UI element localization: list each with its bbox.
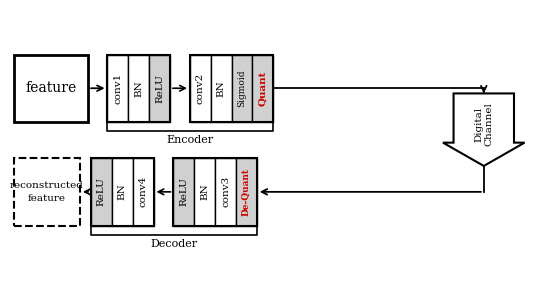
Bar bbox=[112, 158, 133, 226]
Text: conv1: conv1 bbox=[114, 73, 122, 104]
Text: ReLU: ReLU bbox=[97, 177, 106, 206]
Text: conv4: conv4 bbox=[139, 176, 147, 207]
Text: Digital
Channel: Digital Channel bbox=[474, 103, 494, 147]
Bar bbox=[14, 54, 88, 122]
Text: Encoder: Encoder bbox=[167, 135, 214, 145]
Bar bbox=[107, 54, 170, 122]
Bar bbox=[14, 158, 80, 226]
Bar bbox=[190, 54, 211, 122]
Bar bbox=[194, 158, 215, 226]
Bar bbox=[149, 54, 170, 122]
Text: BN: BN bbox=[217, 80, 226, 97]
Polygon shape bbox=[443, 93, 525, 166]
Bar bbox=[236, 158, 257, 226]
Bar bbox=[91, 158, 154, 226]
Text: conv2: conv2 bbox=[196, 73, 205, 104]
Bar bbox=[173, 158, 194, 226]
Bar bbox=[128, 54, 149, 122]
Text: ReLU: ReLU bbox=[155, 74, 164, 103]
Bar bbox=[232, 54, 252, 122]
Text: reconstructed
feature: reconstructed feature bbox=[10, 181, 84, 203]
Text: De-Quant: De-Quant bbox=[242, 168, 251, 216]
Text: Sigmoid: Sigmoid bbox=[237, 69, 247, 107]
Bar bbox=[133, 158, 154, 226]
Text: BN: BN bbox=[118, 184, 127, 200]
Bar bbox=[215, 158, 236, 226]
Text: feature: feature bbox=[26, 81, 77, 95]
Bar bbox=[173, 158, 257, 226]
Text: conv3: conv3 bbox=[221, 176, 230, 207]
Text: BN: BN bbox=[200, 184, 209, 200]
Text: Decoder: Decoder bbox=[151, 239, 197, 249]
Bar bbox=[190, 54, 273, 122]
Bar bbox=[107, 54, 128, 122]
Bar bbox=[211, 54, 232, 122]
Bar bbox=[252, 54, 273, 122]
Text: Quant: Quant bbox=[258, 71, 267, 106]
Bar bbox=[91, 158, 112, 226]
Text: BN: BN bbox=[134, 80, 143, 97]
Text: ReLU: ReLU bbox=[180, 177, 188, 206]
